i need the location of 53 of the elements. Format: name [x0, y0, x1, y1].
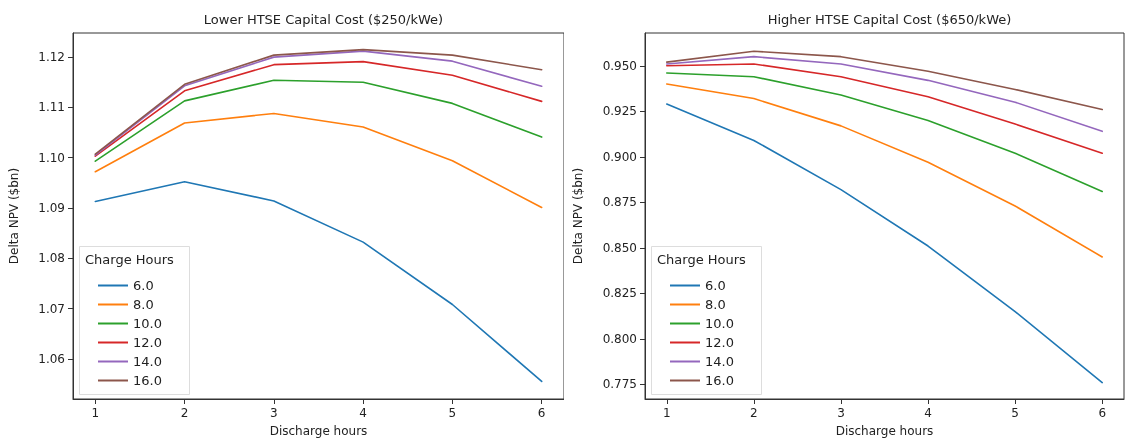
x-tick-label: 1 — [91, 406, 100, 420]
y-tick-label: 0.825 — [602, 286, 637, 301]
x-tick-label: 4 — [924, 406, 932, 420]
legend-label: 6.0 — [133, 278, 154, 293]
y-axis-title: Delta NPV ($bn) — [571, 167, 585, 265]
y-tick-label: 0.800 — [602, 331, 637, 346]
y-tick-label: 0.875 — [602, 195, 637, 210]
chart-title: Higher HTSE Capital Cost ($650/kWe) — [767, 12, 1012, 27]
legend-title: Charge Hours — [657, 252, 747, 267]
legend-label: 14.0 — [705, 354, 734, 369]
x-tick-label: 1 — [662, 406, 671, 420]
y-tick-label: 0.950 — [602, 58, 637, 73]
legend-label: 8.0 — [133, 297, 154, 312]
line-series — [94, 79, 543, 162]
y-tick-label: 1.09 — [38, 200, 65, 215]
legend-label: 12.0 — [705, 335, 734, 350]
x-tick-label: 3 — [270, 406, 278, 420]
line-series — [94, 112, 543, 209]
x-axis-title: Discharge hours — [269, 424, 368, 438]
x-axis-title: Discharge hours — [835, 424, 934, 438]
y-tick-label: 1.10 — [38, 150, 65, 165]
legend-label: 6.0 — [705, 278, 726, 293]
legend-label: 16.0 — [133, 373, 162, 388]
y-tick-label: 0.900 — [602, 149, 637, 164]
x-tick-label: 6 — [1098, 406, 1107, 420]
legend-label: 14.0 — [133, 354, 162, 369]
x-tick-label: 2 — [750, 406, 758, 420]
y-tick-label: 0.775 — [602, 377, 637, 392]
y-tick-label: 0.850 — [602, 240, 637, 255]
x-tick-label: 2 — [180, 406, 189, 420]
y-tick-label: 0.925 — [602, 104, 637, 119]
chart-title: Lower HTSE Capital Cost ($250/kWe) — [203, 12, 444, 27]
legend-label: 8.0 — [705, 297, 726, 312]
x-tick-label: 4 — [359, 406, 367, 420]
line-series — [665, 63, 1104, 154]
y-tick-label: 1.12 — [38, 50, 65, 65]
x-tick-label: 5 — [1011, 406, 1019, 420]
x-tick-label: 6 — [537, 406, 546, 420]
x-tick-label: 3 — [837, 406, 845, 420]
y-tick-label: 1.06 — [38, 351, 65, 366]
y-axis-title: Delta NPV ($bn) — [7, 167, 21, 265]
legend-label: 10.0 — [133, 316, 162, 331]
x-tick-label: 5 — [448, 406, 457, 420]
legend-label: 12.0 — [133, 335, 162, 350]
line-series — [665, 72, 1104, 193]
legend-label: 16.0 — [705, 373, 734, 388]
legend-label: 10.0 — [705, 316, 734, 331]
y-tick-label: 1.11 — [38, 100, 65, 115]
y-tick-label: 1.07 — [38, 301, 65, 316]
line-series — [665, 55, 1104, 133]
line-series — [665, 50, 1104, 111]
legend-title: Charge Hours — [85, 252, 175, 267]
y-tick-label: 1.08 — [38, 251, 65, 266]
